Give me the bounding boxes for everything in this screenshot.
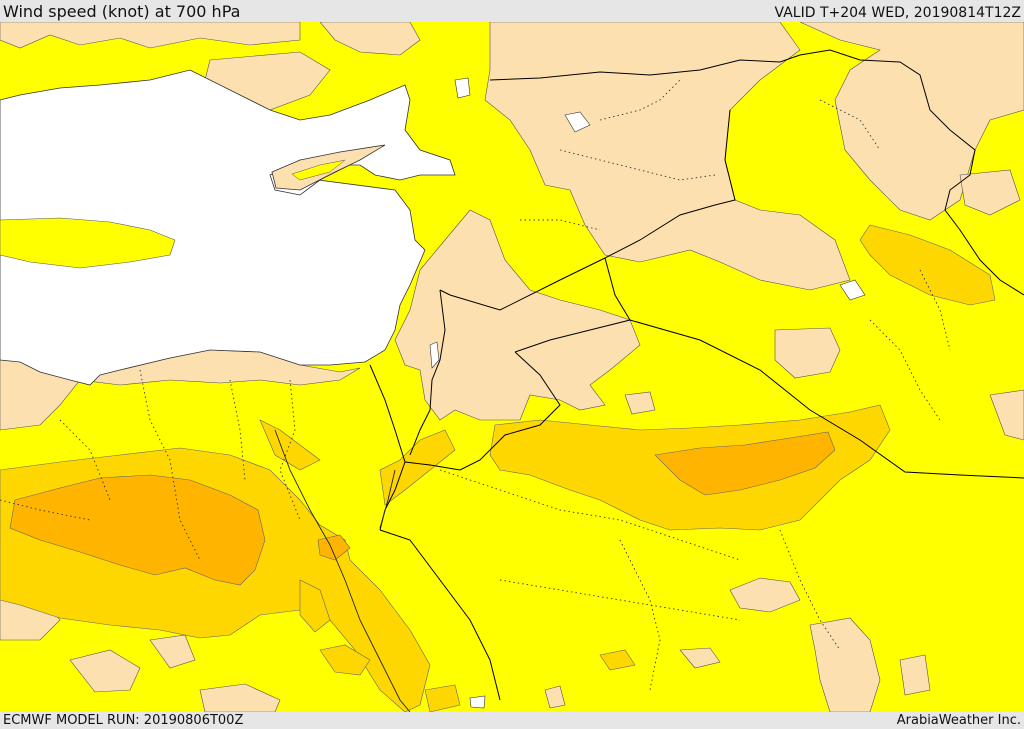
- stronger-wind-zones: [9, 431, 836, 586]
- cyprus-wind-band: [291, 159, 346, 181]
- model-run: ECMWF MODEL RUN: 20190806T00Z: [3, 713, 244, 728]
- mediterranean-sea: [0, 69, 456, 386]
- wind-speed-map: [0, 22, 1024, 712]
- calm-zones: [0, 22, 1024, 712]
- lakes: [429, 77, 866, 709]
- province-borders: [0, 79, 951, 691]
- provider-credit: ArabiaWeather Inc.: [896, 713, 1021, 728]
- red-sea-coast: [274, 429, 411, 712]
- footer-bar: ECMWF MODEL RUN: 20190806T00Z ArabiaWeat…: [0, 712, 1024, 729]
- title-bar: Wind speed (knot) at 700 hPa VALID T+204…: [0, 0, 1024, 22]
- map-title: Wind speed (knot) at 700 hPa: [3, 2, 241, 21]
- gulf-of-aqaba: [379, 469, 396, 529]
- valid-time: VALID T+204 WED, 20190814T12Z: [774, 5, 1021, 21]
- sea-wind-band: [0, 217, 176, 269]
